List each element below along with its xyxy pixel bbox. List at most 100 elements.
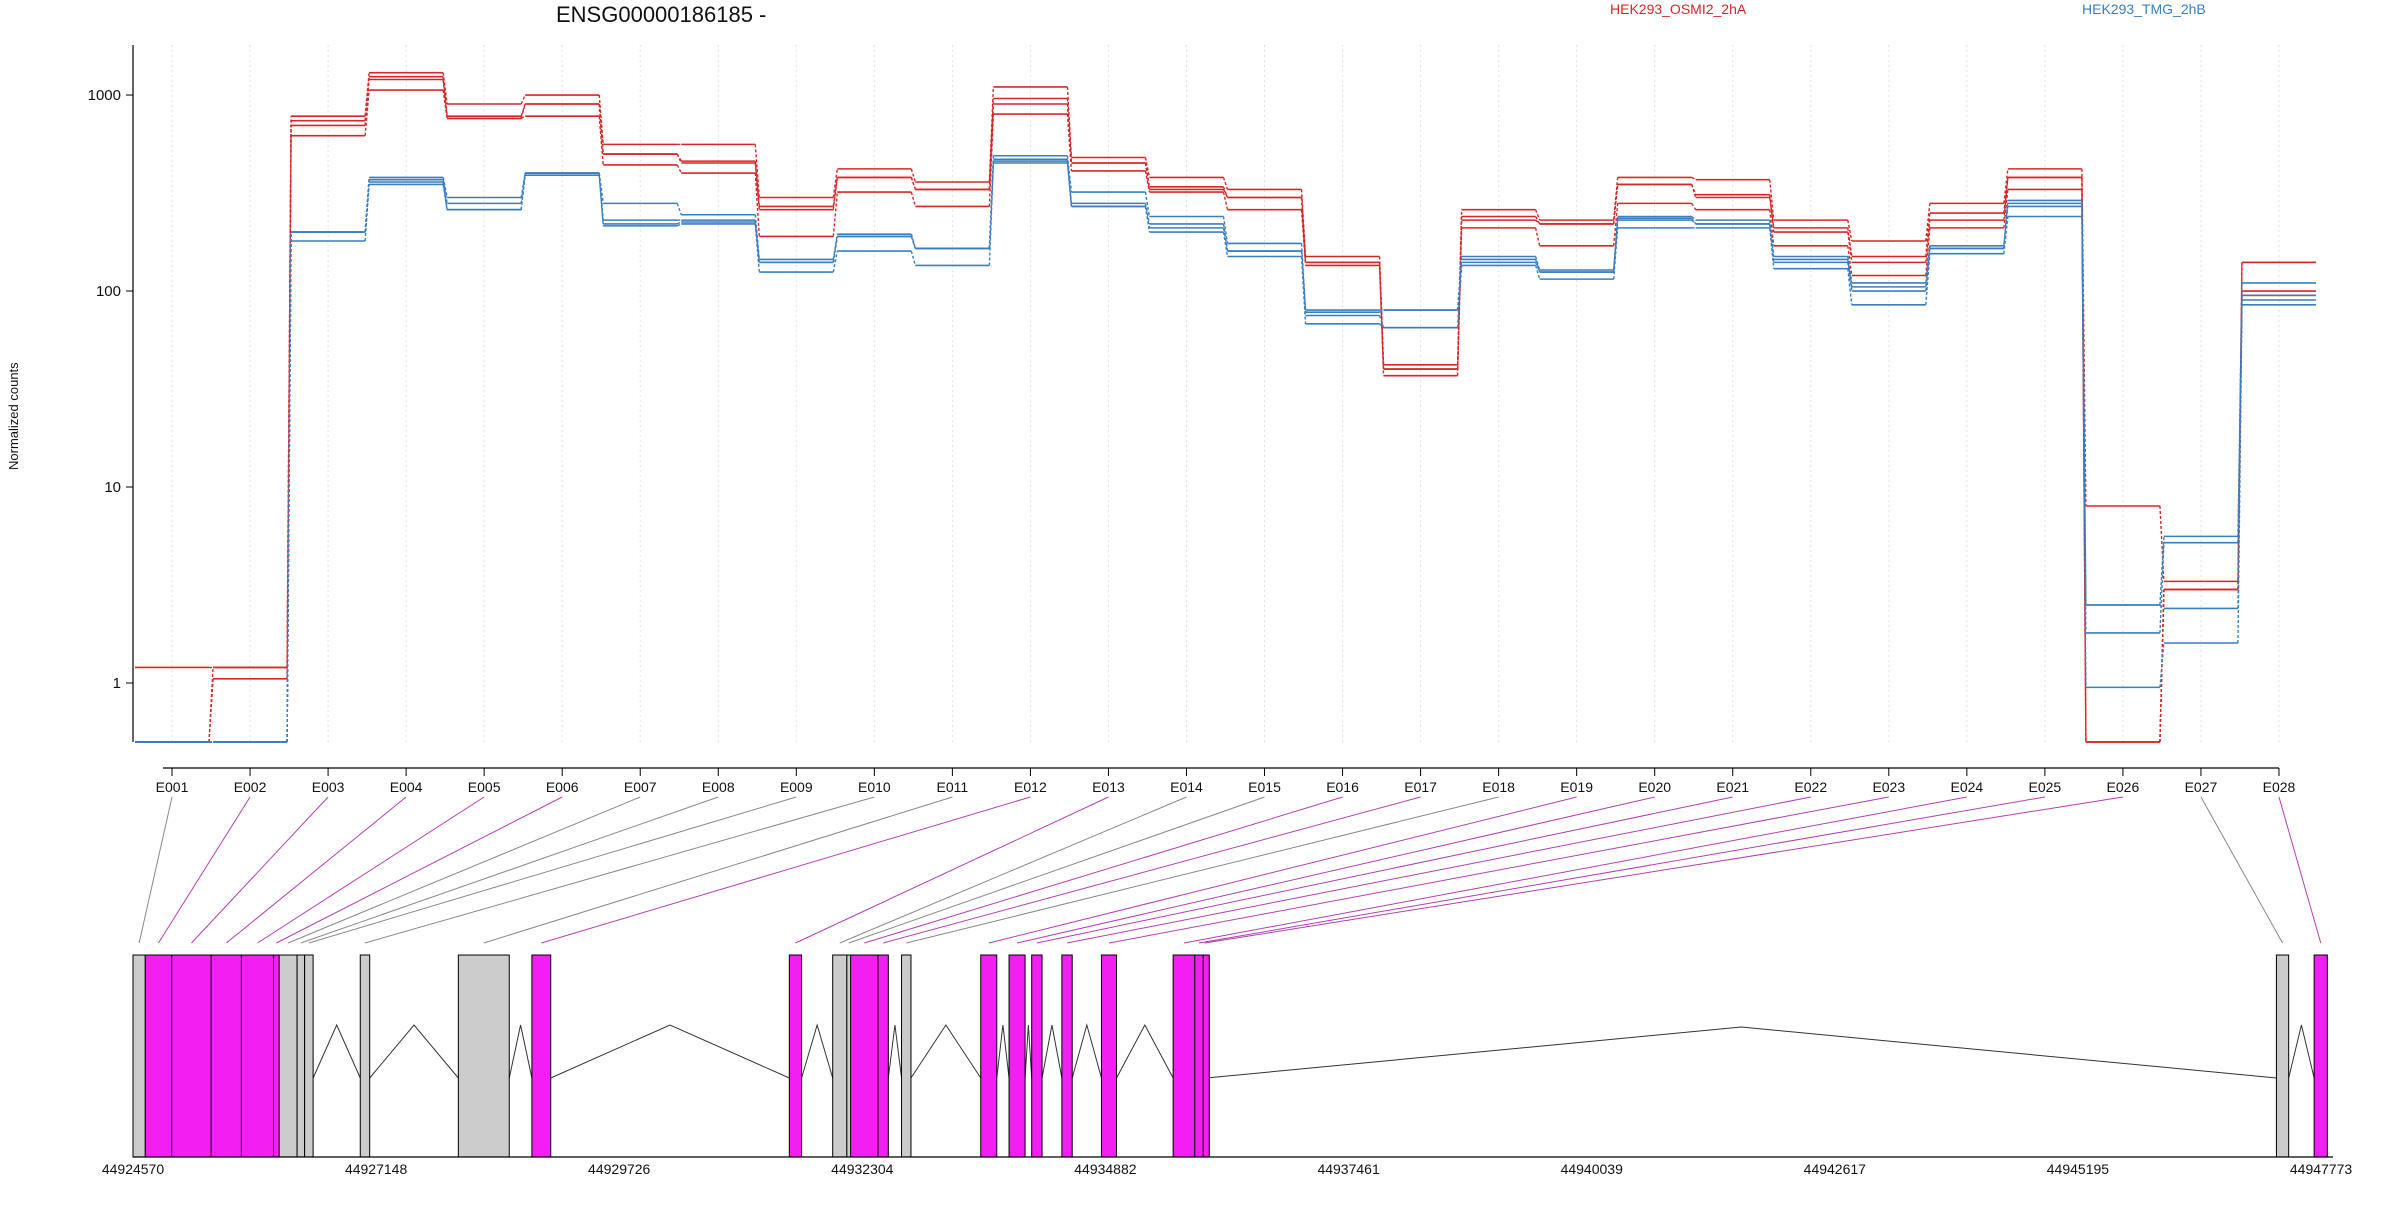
exon-box bbox=[531, 954, 552, 1158]
x-tick-label: E011 bbox=[937, 779, 969, 795]
series-connector bbox=[598, 94, 604, 145]
x-tick-label: E012 bbox=[1014, 779, 1047, 795]
series-connector bbox=[442, 79, 448, 119]
series-connector bbox=[2159, 642, 2165, 688]
chart-title: ENSG00000186185 - bbox=[556, 2, 767, 27]
exon-connector-line bbox=[483, 796, 953, 944]
series-connector bbox=[1534, 265, 1541, 280]
genome-tick-label: 44940039 bbox=[1561, 1161, 1624, 1177]
series-connector bbox=[2237, 295, 2243, 609]
series-connector bbox=[520, 94, 526, 105]
series-connector bbox=[520, 103, 526, 117]
x-tick-label: E025 bbox=[2029, 779, 2062, 795]
exon-connector-line bbox=[864, 796, 1343, 944]
y-tick-label: 1 bbox=[113, 675, 121, 692]
series-connector bbox=[1925, 203, 1931, 242]
series-connector bbox=[832, 236, 839, 263]
exon-box bbox=[1100, 954, 1118, 1158]
series-connector bbox=[1925, 253, 1931, 305]
series-connector bbox=[1144, 191, 1151, 217]
x-tick-label: E001 bbox=[156, 779, 189, 795]
series-connector bbox=[1847, 268, 1853, 305]
exon-box bbox=[132, 954, 146, 1158]
series-connector bbox=[2081, 216, 2087, 688]
series-connector bbox=[1691, 176, 1697, 181]
x-tick-label: E013 bbox=[1092, 779, 1125, 795]
intron-line bbox=[1041, 1024, 1063, 1079]
series-connector bbox=[1925, 248, 1931, 287]
genome-tick-label: 44927148 bbox=[345, 1161, 408, 1177]
series-connector bbox=[1691, 215, 1697, 221]
series-connector bbox=[1300, 250, 1307, 313]
series-connector bbox=[1144, 162, 1151, 190]
exon-box bbox=[278, 954, 298, 1158]
series-connector bbox=[1769, 223, 1775, 260]
series-connector bbox=[988, 86, 995, 183]
x-tick-label: E008 bbox=[702, 779, 735, 795]
exon-box bbox=[144, 954, 173, 1158]
series-connector bbox=[1222, 191, 1229, 210]
intron-line bbox=[2288, 1024, 2315, 1079]
series-connector bbox=[910, 191, 917, 207]
x-tick-label: E022 bbox=[1794, 779, 1827, 795]
series-connector bbox=[1535, 216, 1541, 225]
genome-tick-label: 44929726 bbox=[588, 1161, 651, 1177]
series-connector bbox=[1379, 323, 1385, 329]
series-connector bbox=[520, 172, 526, 204]
exon-connector-line bbox=[1066, 796, 1811, 944]
series-connector bbox=[1612, 203, 1619, 246]
series-connector bbox=[1456, 265, 1463, 328]
series-connector bbox=[442, 177, 448, 198]
series-connector bbox=[988, 103, 995, 190]
intron-line bbox=[1024, 1024, 1033, 1079]
series-connector bbox=[676, 203, 682, 215]
series-connector bbox=[754, 223, 760, 273]
series-group bbox=[135, 78, 2316, 743]
exon-box bbox=[171, 954, 212, 1158]
series-connector bbox=[1691, 203, 1697, 211]
x-tick-label: E026 bbox=[2107, 779, 2140, 795]
exon-connector-line bbox=[1108, 796, 1889, 944]
exon-box bbox=[1202, 954, 1210, 1158]
series-connector bbox=[364, 184, 370, 242]
x-tick-label: E028 bbox=[2263, 779, 2296, 795]
exon-connector-line bbox=[1198, 796, 2045, 944]
x-tick-label: E014 bbox=[1170, 779, 1203, 795]
series-connector bbox=[2081, 203, 2087, 606]
exon-connector-line bbox=[138, 796, 173, 944]
series-connector bbox=[2003, 168, 2009, 204]
genome-tick-label: 44932304 bbox=[831, 1161, 894, 1177]
series-connector bbox=[1612, 216, 1619, 271]
series-connector bbox=[2003, 203, 2009, 249]
x-tick-label: E015 bbox=[1248, 779, 1281, 795]
series-connector bbox=[754, 221, 760, 263]
exon-connector-line bbox=[1016, 796, 1655, 944]
series-connector bbox=[1691, 219, 1697, 225]
series-connector bbox=[1144, 157, 1151, 178]
intron-line bbox=[910, 1024, 982, 1079]
genome-tick-label: 44924570 bbox=[102, 1161, 165, 1177]
series-connector bbox=[754, 144, 760, 198]
series-connector bbox=[754, 172, 760, 237]
series-connector bbox=[1769, 179, 1775, 221]
intron-line bbox=[887, 1024, 903, 1079]
exon-connector-line bbox=[300, 796, 719, 944]
series-connector bbox=[1534, 259, 1541, 273]
series-connector bbox=[1612, 184, 1619, 224]
y-tick-label: 10 bbox=[104, 479, 121, 496]
series-connector bbox=[1847, 219, 1853, 242]
exon-box bbox=[1061, 954, 1073, 1158]
x-tick-label: E005 bbox=[468, 779, 501, 795]
exon-connector-line bbox=[1204, 796, 2123, 944]
series-group bbox=[135, 75, 2316, 743]
exon-connector-line bbox=[1183, 796, 1967, 944]
x-tick-label: E019 bbox=[1560, 779, 1593, 795]
x-tick-label: E024 bbox=[1950, 779, 1983, 795]
y-tick-label: 1000 bbox=[88, 87, 121, 104]
legend-entry-tmg: HEK293_TMG_2hB bbox=[2082, 1, 2206, 17]
series-connector bbox=[832, 191, 839, 237]
exon-connector-line bbox=[158, 796, 251, 944]
exon-box bbox=[359, 954, 371, 1158]
